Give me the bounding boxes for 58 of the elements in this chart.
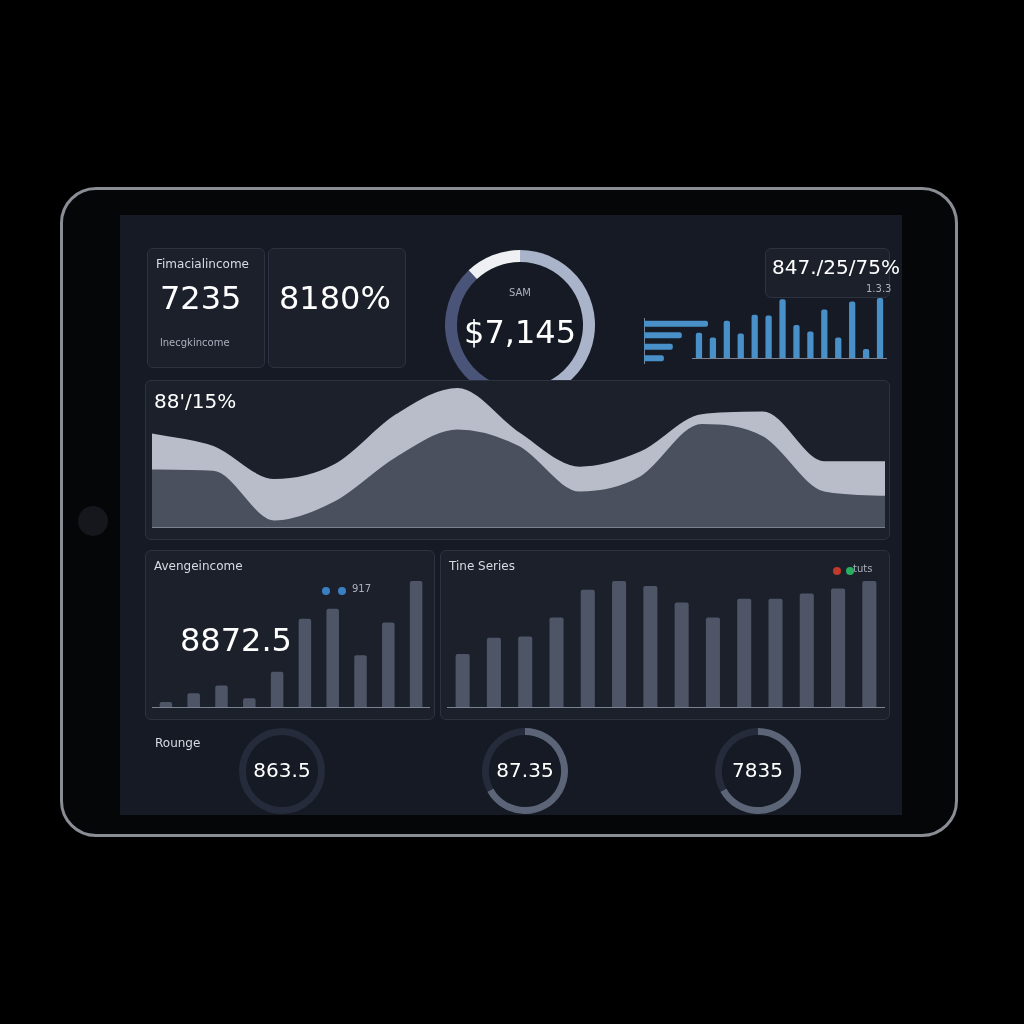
text: 1.3.3 xyxy=(866,283,892,294)
bar xyxy=(455,654,470,707)
text: $7,145 xyxy=(463,313,577,351)
text: 7235 xyxy=(160,279,242,317)
text: 863.5 xyxy=(252,758,312,782)
bar xyxy=(835,337,842,358)
text: SAM xyxy=(508,287,532,298)
annotation: 8872.5 xyxy=(180,621,292,659)
text: Rounge xyxy=(155,736,201,750)
bar xyxy=(674,602,689,707)
text: 847./25/75% xyxy=(772,255,900,279)
bar xyxy=(695,332,703,358)
bar xyxy=(187,693,200,707)
bar xyxy=(298,618,312,707)
bar xyxy=(354,655,367,707)
text: 87.35 xyxy=(495,758,555,782)
bar xyxy=(270,671,284,707)
text: 8180% xyxy=(279,279,391,317)
bar xyxy=(215,685,228,707)
bar xyxy=(793,325,800,358)
bar xyxy=(612,581,627,707)
bar xyxy=(518,636,533,707)
bar xyxy=(831,588,846,707)
chart-title: 88'/15% xyxy=(154,389,237,413)
bar xyxy=(644,343,673,350)
bar xyxy=(862,581,877,707)
bar xyxy=(326,608,339,707)
bar xyxy=(644,320,708,327)
bar xyxy=(243,698,256,707)
bar xyxy=(705,617,720,707)
bar xyxy=(765,315,772,358)
bar xyxy=(723,320,730,358)
bar xyxy=(644,355,664,362)
bar xyxy=(807,331,814,358)
text: Fimacialincome xyxy=(156,257,249,271)
chart-title: Tine Series xyxy=(449,559,515,573)
bar xyxy=(737,333,744,358)
text: tuts xyxy=(853,563,873,574)
bar xyxy=(643,586,658,707)
bar xyxy=(876,298,884,358)
bar xyxy=(737,598,752,707)
bar xyxy=(751,314,758,358)
annotation: 917 xyxy=(352,583,372,594)
bar xyxy=(779,299,786,358)
bar xyxy=(849,301,856,358)
bar xyxy=(382,622,395,707)
chart-title: Avengeincome xyxy=(154,559,243,573)
text: lnecgkincome xyxy=(160,337,230,348)
bar xyxy=(580,589,595,707)
bar xyxy=(409,581,423,707)
bar xyxy=(821,309,828,358)
text: 7835 xyxy=(731,758,784,782)
bar xyxy=(486,637,501,707)
bar xyxy=(768,598,783,707)
bar xyxy=(644,332,682,339)
bar xyxy=(709,337,717,358)
bar xyxy=(799,593,814,707)
bar xyxy=(549,617,564,707)
